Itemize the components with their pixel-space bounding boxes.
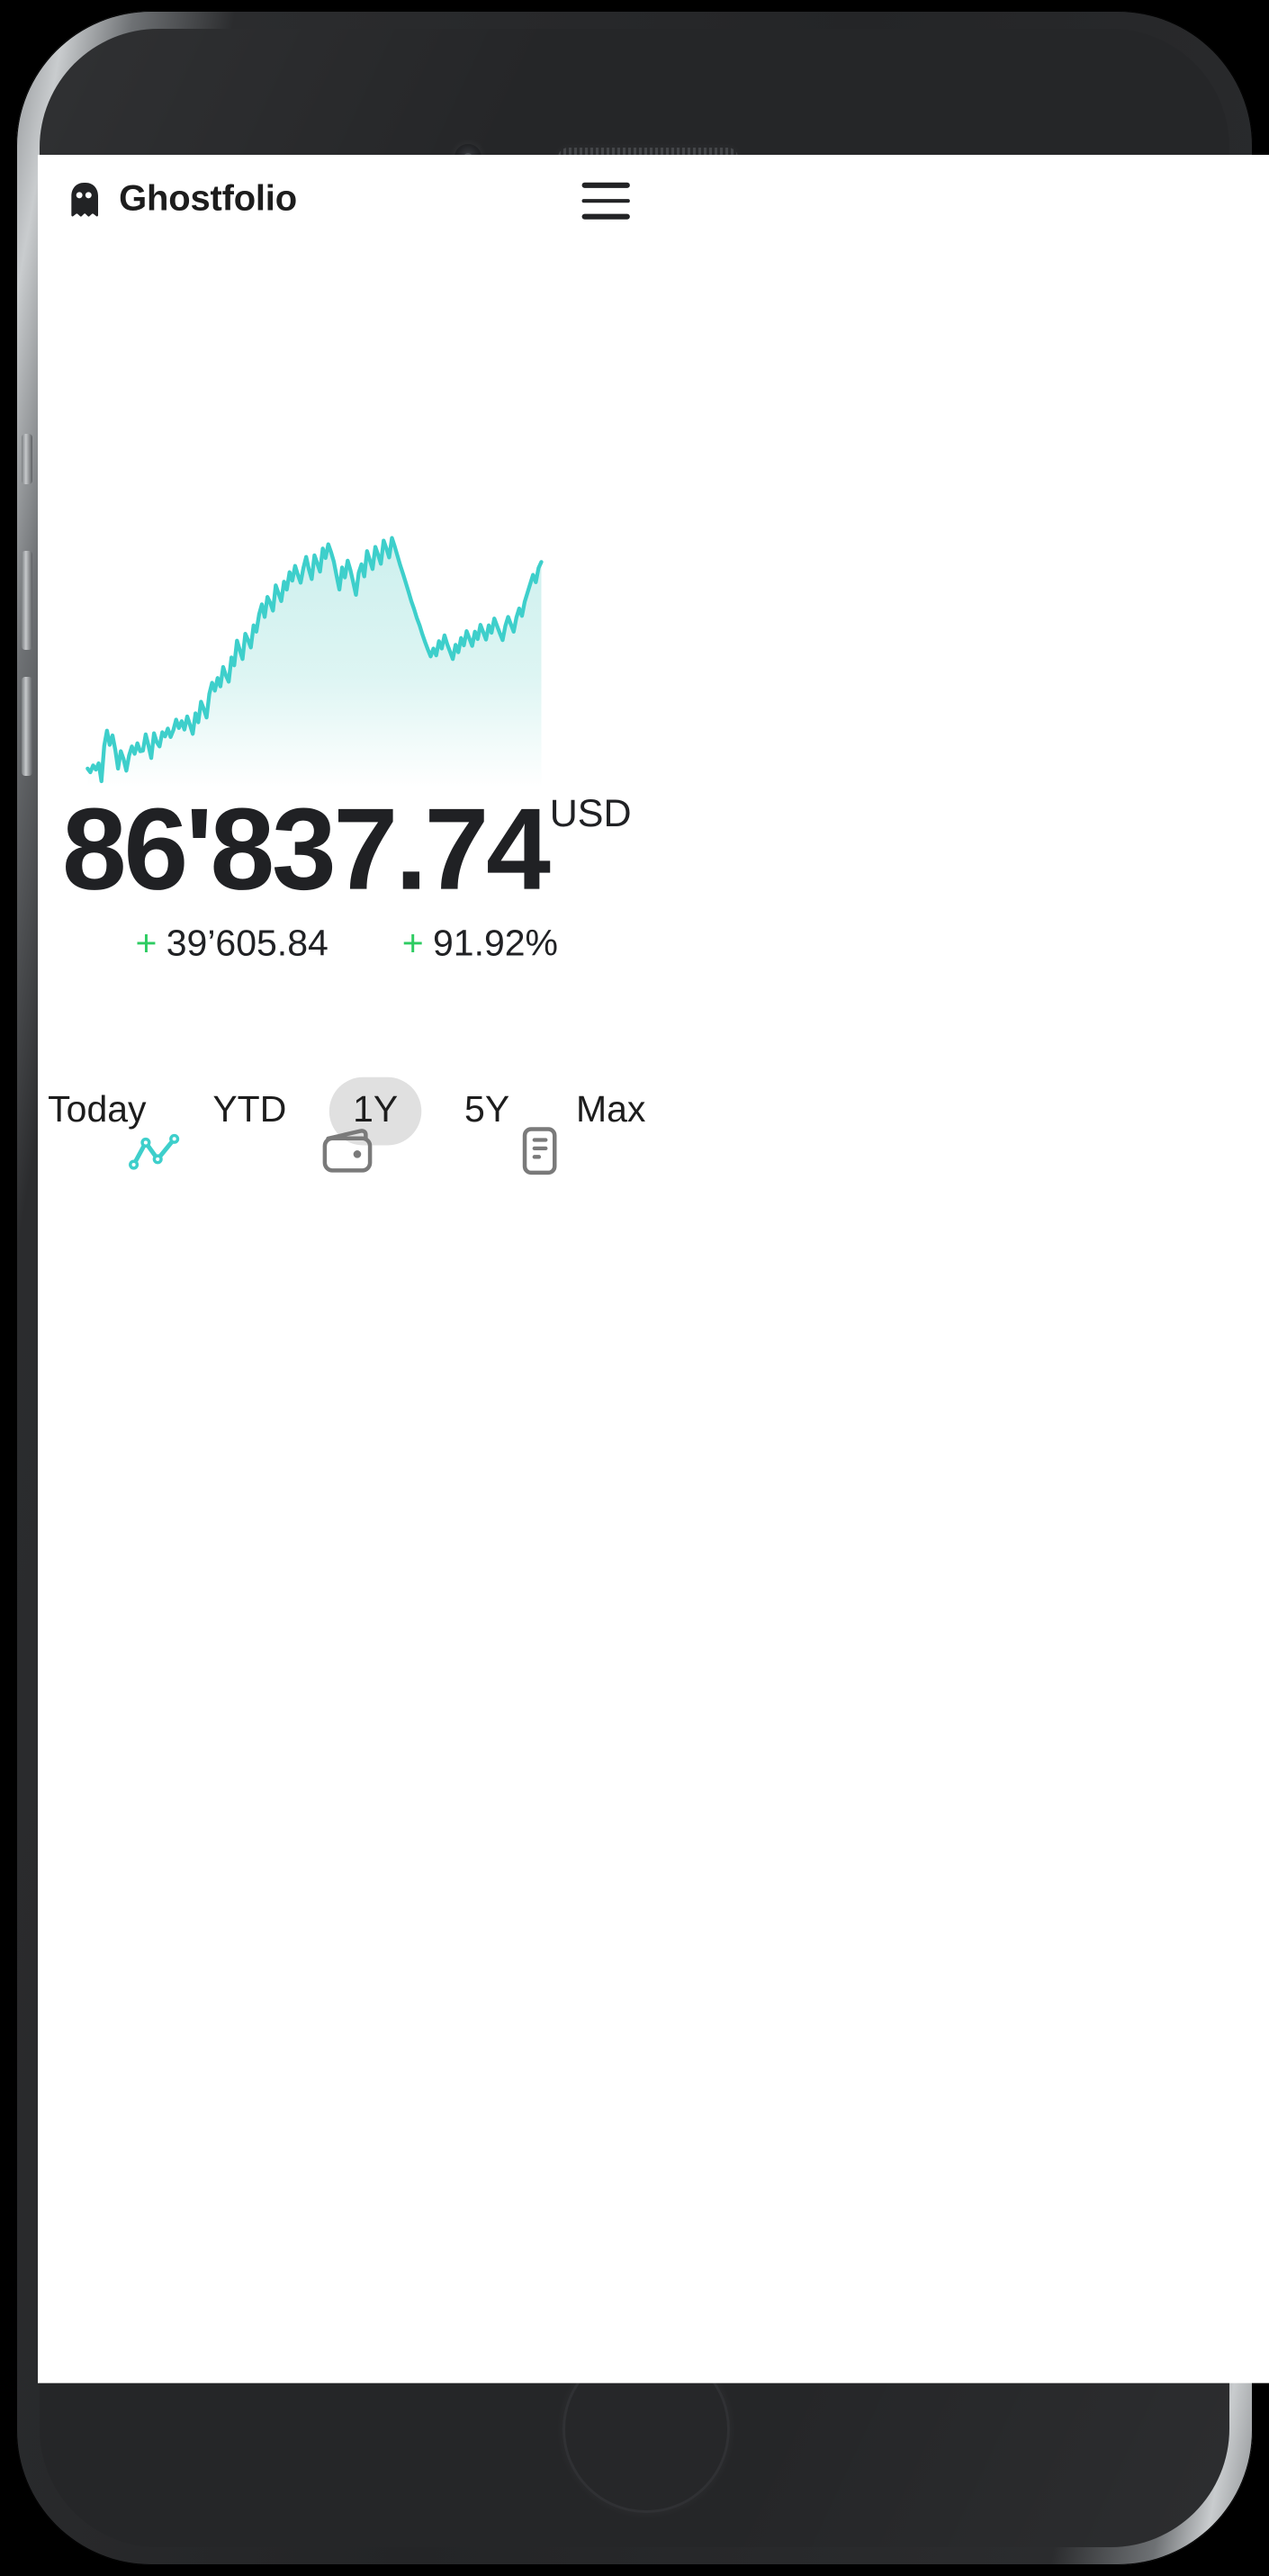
bottom-navigation bbox=[38, 1118, 656, 1184]
ghost-icon bbox=[71, 182, 99, 217]
ghostfolio-app: Ghostfolio bbox=[38, 155, 656, 1240]
wallet-icon bbox=[321, 1129, 372, 1173]
performance-chart-svg bbox=[86, 536, 544, 788]
absolute-change: + 39’605.84 bbox=[136, 924, 328, 967]
hamburger-menu-icon[interactable] bbox=[581, 182, 630, 220]
absolute-change-sign: + bbox=[135, 923, 158, 965]
chart-area-fill bbox=[87, 537, 542, 788]
mute-switch-button[interactable] bbox=[22, 434, 32, 484]
brand-name: Ghostfolio bbox=[119, 179, 297, 221]
menu-bar-3 bbox=[581, 213, 630, 220]
absolute-change-value: 39’605.84 bbox=[166, 923, 328, 965]
range-tab-5y[interactable]: 5Y bbox=[440, 1077, 533, 1146]
portfolio-value: 86'837.74 bbox=[61, 785, 551, 915]
chart-line bbox=[86, 536, 544, 784]
line-chart-icon bbox=[129, 1133, 180, 1170]
brand-logo[interactable]: Ghostfolio bbox=[64, 181, 297, 221]
range-tab-ytd[interactable]: YTD bbox=[189, 1077, 310, 1146]
currency-code: USD bbox=[549, 793, 632, 836]
percent-change-value: 91.92% bbox=[432, 923, 559, 965]
document-icon bbox=[521, 1127, 556, 1175]
range-tab-max[interactable]: Max bbox=[552, 1077, 655, 1146]
percent-change-sign: + bbox=[401, 923, 424, 965]
nav-item-overview[interactable] bbox=[118, 1118, 192, 1184]
value-row: 86'837.74 USD bbox=[61, 785, 632, 915]
portfolio-value-block: 86'837.74 USD + 39’605.84 + 91.92% bbox=[38, 788, 656, 967]
app-header: Ghostfolio bbox=[38, 155, 656, 248]
nav-item-portfolio[interactable] bbox=[310, 1118, 383, 1184]
date-range-tabs: Today YTD 1Y 5Y Max bbox=[38, 1076, 656, 1146]
volume-down-button[interactable] bbox=[22, 677, 32, 776]
phone-screen: Ghostfolio bbox=[38, 155, 1269, 2383]
percent-change: + 91.92% bbox=[402, 924, 558, 967]
performance-chart[interactable] bbox=[38, 524, 656, 789]
volume-up-button[interactable] bbox=[22, 551, 32, 650]
change-row: + 39’605.84 + 91.92% bbox=[38, 924, 656, 967]
range-tab-today[interactable]: Today bbox=[38, 1077, 170, 1146]
nav-item-summary[interactable] bbox=[501, 1118, 575, 1184]
menu-bar-2 bbox=[581, 198, 630, 204]
menu-bar-1 bbox=[581, 182, 630, 188]
